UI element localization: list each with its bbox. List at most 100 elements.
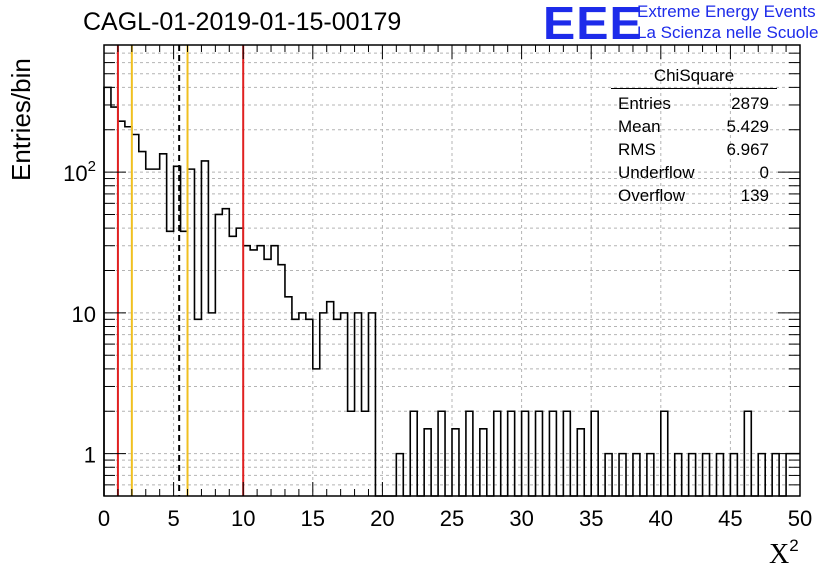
histogram-bin — [292, 319, 299, 496]
x-tick-label: 10 — [231, 506, 255, 531]
stats-row-entries: Entries 2879 — [611, 92, 777, 115]
histogram-bin — [104, 87, 111, 496]
histogram-bin — [452, 429, 459, 496]
histogram-bin — [703, 454, 710, 496]
y-tick-label: 102 — [63, 158, 96, 186]
histogram-bin — [243, 246, 250, 496]
histogram-bin — [229, 236, 236, 496]
histogram-bin — [689, 454, 696, 496]
histogram-bin — [222, 209, 229, 496]
histogram-bin — [522, 411, 529, 496]
stats-value: 2879 — [731, 94, 769, 113]
x-tick-label: 35 — [579, 506, 603, 531]
histogram-bin — [494, 411, 501, 496]
stats-label: Entries — [618, 94, 671, 113]
histogram-bin — [716, 454, 723, 496]
histogram-bins — [103, 86, 800, 497]
histogram-bin — [396, 454, 403, 496]
histogram-bin — [208, 313, 215, 496]
chart-title: CAGL-01-2019-01-15-00179 — [83, 8, 402, 36]
histogram-bin — [591, 411, 598, 496]
histogram-bin — [730, 454, 737, 496]
y-tick-label: 10 — [72, 302, 96, 327]
histogram-bin — [758, 454, 765, 496]
histogram-bin — [201, 161, 208, 496]
stats-box: ChiSquare Entries 2879 Mean 5.429 RMS 6.… — [611, 66, 777, 207]
axis-tick-labels: 0 5 10 15 20 25 30 35 40 45 50 1 10 102 — [63, 158, 812, 531]
histogram-bin — [549, 411, 556, 496]
histogram-bin — [480, 429, 487, 496]
histogram-bin — [160, 154, 167, 496]
histogram-bin — [619, 454, 626, 496]
stats-value: 0 — [759, 163, 769, 182]
histogram-bin — [236, 228, 243, 496]
logo-line-2: La Scienza nelle Scuole — [637, 23, 819, 42]
histogram-bin — [132, 135, 139, 496]
histogram-bin — [285, 297, 292, 496]
histogram-bin — [675, 454, 682, 496]
stats-label: Mean — [618, 117, 661, 136]
histogram-bin — [118, 121, 125, 496]
x-axis-label-sup: 2 — [789, 536, 799, 555]
histogram-bin — [250, 250, 257, 496]
stats-label: RMS — [618, 140, 656, 159]
histogram-bin — [744, 411, 751, 496]
histogram-bin — [257, 246, 264, 496]
grid-lines — [104, 44, 800, 497]
histogram-bin — [424, 429, 431, 496]
stats-row-overflow: Overflow 139 — [611, 184, 777, 207]
histogram-bin — [577, 429, 584, 496]
histogram-bin — [410, 411, 417, 496]
histogram-bin — [563, 411, 570, 496]
stats-value: 139 — [740, 186, 769, 205]
histogram-bin — [341, 313, 348, 496]
stats-row-mean: Mean 5.429 — [611, 115, 777, 138]
x-axis-label: X2 — [769, 536, 799, 571]
histogram-bin — [327, 302, 334, 496]
histogram-bin — [438, 411, 445, 496]
axis-ticks — [103, 44, 801, 497]
histogram-bin — [299, 313, 306, 496]
histogram-outline — [103, 86, 800, 497]
x-tick-label: 25 — [440, 506, 464, 531]
x-tick-label: 45 — [718, 506, 742, 531]
histogram-bin — [278, 265, 285, 496]
histogram-bin — [139, 152, 146, 496]
x-tick-label: 20 — [370, 506, 394, 531]
stats-row-rms: RMS 6.967 — [611, 138, 777, 161]
stats-value: 5.429 — [726, 117, 769, 136]
logo-line-1: Extreme Energy Events — [637, 2, 816, 21]
stats-label: Overflow — [618, 186, 686, 205]
histogram-bin — [362, 411, 369, 496]
histogram-bin — [348, 411, 355, 496]
x-tick-label: 5 — [167, 506, 179, 531]
histogram-bin — [313, 369, 320, 496]
y-tick-label: 1 — [84, 443, 96, 468]
histogram-bin — [536, 411, 543, 496]
histogram-bin — [264, 259, 271, 496]
x-tick-label: 0 — [98, 506, 110, 531]
histogram-bin — [355, 313, 362, 496]
histogram-bin — [125, 127, 132, 496]
histogram-bin — [271, 246, 278, 496]
histogram-bin — [320, 313, 327, 496]
stats-header: ChiSquare — [611, 66, 777, 89]
reference-lines — [116, 45, 245, 496]
x-tick-label: 40 — [649, 506, 673, 531]
histogram-bin — [334, 319, 341, 496]
histogram-bin — [605, 454, 612, 496]
histogram-bin — [508, 411, 515, 496]
histogram-bin — [194, 319, 201, 496]
histogram-bin — [167, 231, 174, 496]
histogram-bin — [153, 169, 160, 496]
histogram-bin — [772, 454, 779, 496]
histogram-bin — [661, 411, 668, 496]
y-axis-label: Entries/bin — [6, 58, 36, 181]
histogram-bin — [647, 454, 654, 496]
x-tick-label: 15 — [301, 506, 325, 531]
histogram-bin — [111, 107, 118, 496]
histogram-bin — [306, 319, 313, 496]
histogram-bin — [146, 169, 153, 496]
histogram-bin — [188, 169, 195, 496]
